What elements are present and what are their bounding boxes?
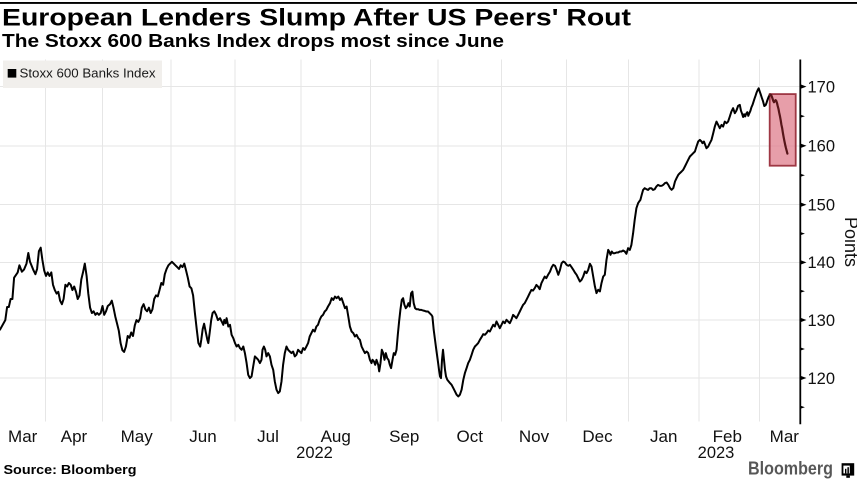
svg-text:Points: Points xyxy=(841,217,857,267)
svg-text:May: May xyxy=(121,427,154,446)
svg-text:Source: Bloomberg: Source: Bloomberg xyxy=(4,462,137,477)
svg-text:Dec: Dec xyxy=(582,427,613,446)
svg-text:Stoxx 600 Banks Index: Stoxx 600 Banks Index xyxy=(20,66,157,81)
svg-text:Apr: Apr xyxy=(61,427,88,446)
svg-text:Nov: Nov xyxy=(519,427,550,446)
svg-text:Bloomberg: Bloomberg xyxy=(748,459,833,479)
svg-text:European Lenders Slump After U: European Lenders Slump After US Peers' R… xyxy=(2,5,631,32)
svg-text:Jan: Jan xyxy=(650,427,677,446)
svg-text:160: 160 xyxy=(808,138,836,156)
svg-text:130: 130 xyxy=(808,312,836,330)
svg-text:Jun: Jun xyxy=(189,427,216,446)
svg-text:140: 140 xyxy=(808,254,836,272)
svg-text:2022: 2022 xyxy=(296,444,333,462)
svg-text:Feb: Feb xyxy=(713,427,742,446)
svg-text:The Stoxx 600 Banks Index drop: The Stoxx 600 Banks Index drops most sin… xyxy=(2,31,504,51)
svg-text:Mar: Mar xyxy=(770,427,800,446)
svg-text:Sep: Sep xyxy=(389,427,419,446)
svg-text:2023: 2023 xyxy=(698,444,735,462)
svg-text:150: 150 xyxy=(808,197,836,215)
svg-text:Oct: Oct xyxy=(456,427,483,446)
svg-text:170: 170 xyxy=(808,78,836,96)
svg-text:Aug: Aug xyxy=(321,427,351,446)
svg-text:Mar: Mar xyxy=(8,427,38,446)
svg-text:120: 120 xyxy=(808,370,836,388)
svg-text:Jul: Jul xyxy=(257,427,279,446)
